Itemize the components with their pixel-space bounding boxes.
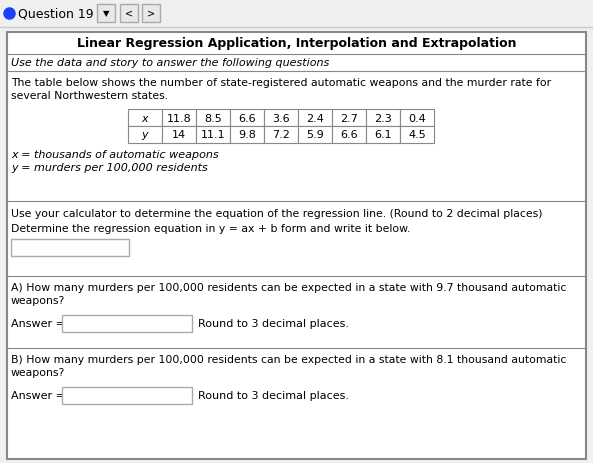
Text: weapons?: weapons?: [11, 367, 65, 377]
Bar: [162, 110, 196, 127]
Bar: [298, 127, 332, 144]
Text: Round to 3 decimal places.: Round to 3 decimal places.: [198, 319, 349, 328]
Text: Linear Regression Application, Interpolation and Extrapolation: Linear Regression Application, Interpola…: [76, 38, 517, 50]
Text: 5.9: 5.9: [306, 130, 324, 140]
Bar: [332, 110, 366, 127]
Bar: [0, 0, 593, 28]
Bar: [162, 127, 196, 144]
Text: 11.8: 11.8: [167, 113, 192, 123]
Text: x = thousands of automatic weapons: x = thousands of automatic weapons: [11, 150, 219, 160]
Bar: [400, 110, 434, 127]
Bar: [128, 127, 162, 144]
Bar: [264, 110, 298, 127]
Text: <: <: [125, 9, 133, 19]
Text: Answer =: Answer =: [11, 319, 65, 328]
Bar: [264, 127, 298, 144]
Bar: [230, 110, 264, 127]
Text: >: >: [147, 9, 155, 19]
Bar: [332, 127, 366, 144]
Text: 14: 14: [172, 130, 186, 140]
Text: y: y: [142, 130, 148, 140]
Bar: [196, 110, 230, 127]
Text: Use the data and story to answer the following questions: Use the data and story to answer the fol…: [11, 58, 329, 69]
Bar: [366, 127, 400, 144]
Text: The table below shows the number of state-registered automatic weapons and the m: The table below shows the number of stat…: [11, 78, 551, 88]
Text: 2.7: 2.7: [340, 113, 358, 123]
Bar: [11, 239, 129, 257]
Bar: [128, 110, 162, 127]
Text: x: x: [142, 113, 148, 123]
Text: 8.5: 8.5: [204, 113, 222, 123]
Bar: [366, 110, 400, 127]
Text: 4.5: 4.5: [408, 130, 426, 140]
Bar: [142, 5, 160, 23]
Bar: [400, 127, 434, 144]
Bar: [196, 127, 230, 144]
Text: y = murders per 100,000 residents: y = murders per 100,000 residents: [11, 163, 208, 173]
Text: Answer =: Answer =: [11, 390, 65, 400]
Bar: [97, 5, 115, 23]
Bar: [120, 5, 138, 23]
Text: 2.3: 2.3: [374, 113, 392, 123]
Text: 7.2: 7.2: [272, 130, 290, 140]
Text: Round to 3 decimal places.: Round to 3 decimal places.: [198, 390, 349, 400]
Text: Question 19: Question 19: [18, 7, 94, 20]
Text: 2.4: 2.4: [306, 113, 324, 123]
Bar: [62, 387, 192, 404]
Text: 6.6: 6.6: [238, 113, 256, 123]
Text: 6.1: 6.1: [374, 130, 392, 140]
Bar: [298, 110, 332, 127]
Text: ▼: ▼: [103, 9, 109, 19]
Text: Use your calculator to determine the equation of the regression line. (Round to : Use your calculator to determine the equ…: [11, 208, 543, 219]
Text: 9.8: 9.8: [238, 130, 256, 140]
Text: A) How many murders per 100,000 residents can be expected in a state with 9.7 th: A) How many murders per 100,000 resident…: [11, 282, 566, 292]
Bar: [230, 127, 264, 144]
Text: weapons?: weapons?: [11, 295, 65, 305]
Text: several Northwestern states.: several Northwestern states.: [11, 91, 168, 101]
Text: 6.6: 6.6: [340, 130, 358, 140]
Bar: [62, 315, 192, 332]
Text: 3.6: 3.6: [272, 113, 290, 123]
Text: Determine the regression equation in y = ax + b form and write it below.: Determine the regression equation in y =…: [11, 224, 410, 233]
Text: 11.1: 11.1: [200, 130, 225, 140]
Text: 0.4: 0.4: [408, 113, 426, 123]
Text: B) How many murders per 100,000 residents can be expected in a state with 8.1 th: B) How many murders per 100,000 resident…: [11, 354, 566, 364]
